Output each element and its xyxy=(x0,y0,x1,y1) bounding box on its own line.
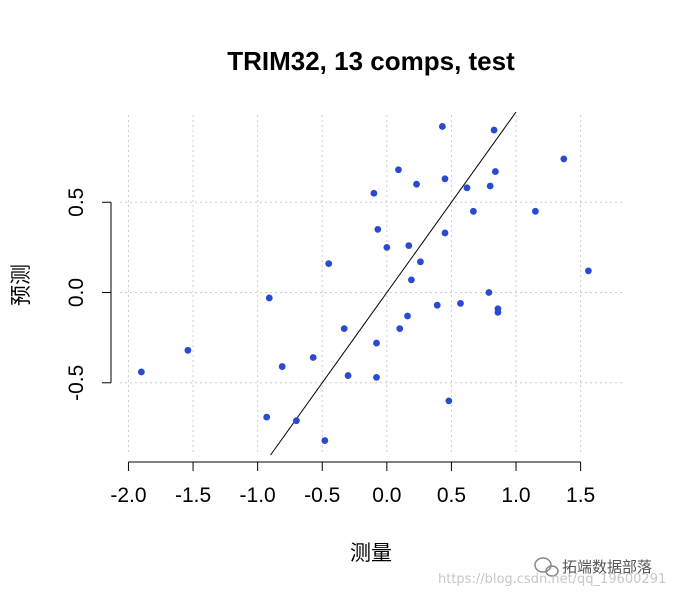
data-point-1 xyxy=(184,346,192,354)
chart-title: TRIM32, 13 comps, test xyxy=(227,46,515,76)
data-point-39 xyxy=(584,267,592,275)
data-point-24 xyxy=(438,123,446,130)
x-tick-label: 1.0 xyxy=(501,484,530,507)
data-point-31 xyxy=(485,289,493,296)
data-point-22 xyxy=(417,258,424,266)
data-point-36 xyxy=(494,308,502,316)
data-point-14 xyxy=(374,225,382,233)
data-point-7 xyxy=(321,437,329,444)
watermark: https://blog.csdn.net/qq_19600291 拓端数据部落 xyxy=(438,557,666,587)
data-point-11 xyxy=(370,189,378,197)
x-axis-label: 测量 xyxy=(350,541,392,565)
data-point-28 xyxy=(457,299,464,307)
reference-line xyxy=(270,111,517,456)
data-point-23 xyxy=(433,301,441,309)
data-point-17 xyxy=(396,325,404,333)
x-tick-label: 0.0 xyxy=(372,484,401,507)
data-point-9 xyxy=(340,325,348,333)
data-point-15 xyxy=(383,243,391,251)
wechat-icon xyxy=(534,557,559,577)
data-point-4 xyxy=(278,363,286,370)
data-point-3 xyxy=(265,294,273,302)
data-point-8 xyxy=(325,260,333,268)
data-point-33 xyxy=(490,126,498,134)
y-tick-label: 0.5 xyxy=(65,188,88,217)
y-axis-label: 预测 xyxy=(9,264,33,306)
data-point-5 xyxy=(293,417,300,425)
y-tick-label: 0.0 xyxy=(65,278,88,307)
data-point-18 xyxy=(404,312,411,320)
data-point-30 xyxy=(469,207,477,215)
x-tick-label: -0.5 xyxy=(304,484,340,507)
data-point-29 xyxy=(463,184,471,192)
x-tick-label: 0.5 xyxy=(437,484,466,507)
data-point-0 xyxy=(137,368,145,376)
axes: -2.0 -1.5 -1.0 -0.5 0.0 0.5 1.0 1.5 -0.5 0.0 0.5 xyxy=(65,188,595,507)
data-point-12 xyxy=(373,339,380,347)
identity-line xyxy=(270,111,517,456)
data-point-34 xyxy=(491,168,499,175)
watermark-brand: 拓端数据部落 xyxy=(562,558,652,576)
data-point-27 xyxy=(445,397,453,405)
x-tick-label: -2.0 xyxy=(110,484,146,507)
data-point-37 xyxy=(532,207,539,215)
data-point-20 xyxy=(407,276,415,284)
data-point-26 xyxy=(441,229,449,237)
data-point-10 xyxy=(344,372,352,379)
x-tick-label: -1.5 xyxy=(175,484,211,507)
data-point-32 xyxy=(486,182,494,190)
data-point-19 xyxy=(405,242,413,249)
grid-lines xyxy=(120,115,625,452)
x-tick-label: 1.5 xyxy=(566,484,595,507)
watermark-url: https://blog.csdn.net/qq_19600291 xyxy=(438,572,666,587)
data-point-25 xyxy=(441,175,449,183)
y-tick-label: -0.5 xyxy=(65,365,88,401)
data-point-21 xyxy=(413,180,420,188)
x-tick-label: -1.0 xyxy=(240,484,276,507)
data-point-13 xyxy=(373,373,380,381)
data-points xyxy=(137,123,592,444)
data-point-2 xyxy=(263,413,271,421)
data-point-38 xyxy=(560,155,568,163)
data-point-6 xyxy=(309,354,317,361)
data-point-16 xyxy=(395,166,402,174)
